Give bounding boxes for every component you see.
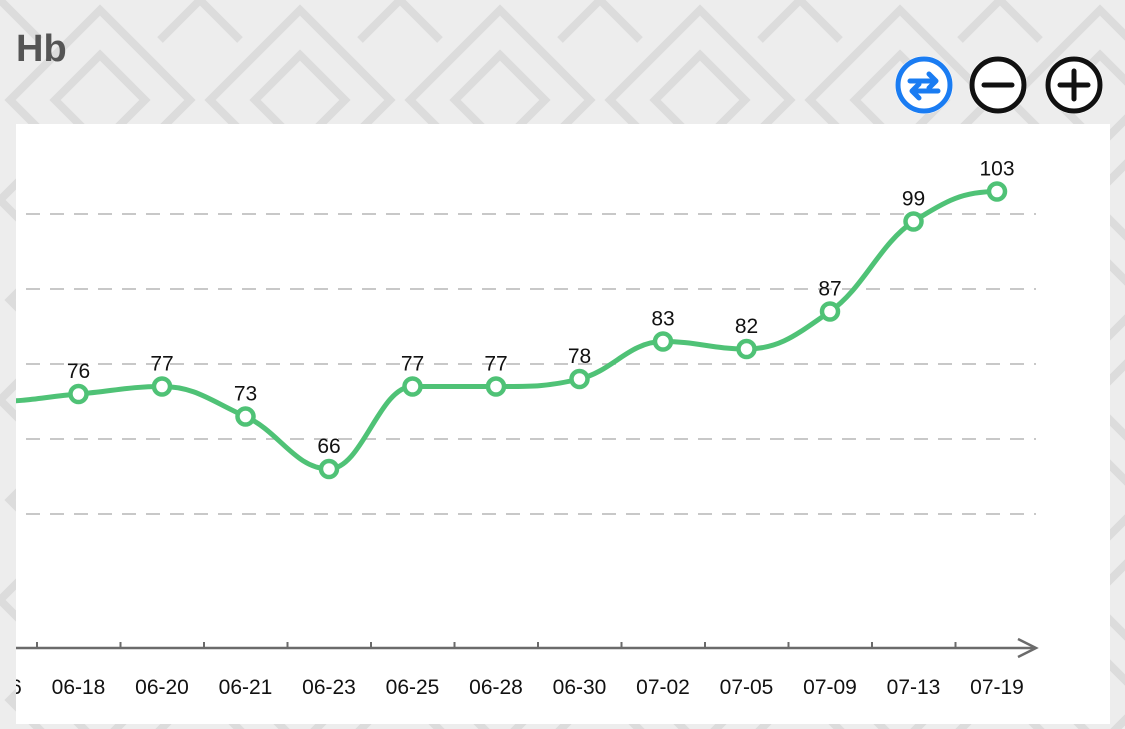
- x-tick-label: 06-18: [52, 676, 106, 699]
- data-point[interactable]: [68, 383, 89, 405]
- x-tick-label: 07-13: [887, 676, 941, 699]
- x-tick-label: 06-23: [302, 676, 356, 699]
- data-point[interactable]: [652, 331, 674, 352]
- data-label: 82: [735, 315, 758, 338]
- data-label: 77: [401, 353, 424, 376]
- x-tick-label: 06-25: [386, 676, 440, 699]
- data-label: 103: [979, 158, 1014, 181]
- data-label: 78: [568, 345, 591, 368]
- data-point[interactable]: [736, 338, 757, 360]
- series-line: [16, 189, 1000, 472]
- swap-arrows-icon: [895, 56, 953, 114]
- x-tick-label: 07-19: [970, 676, 1024, 699]
- x-tick-label: 06-30: [553, 676, 607, 699]
- x-tick-label: 06-28: [469, 676, 523, 699]
- data-point[interactable]: [485, 376, 507, 397]
- data-label: 99: [902, 188, 925, 211]
- data-point[interactable]: [402, 376, 423, 397]
- data-point[interactable]: [986, 181, 1008, 202]
- x-tick-label: 06-20: [135, 676, 189, 699]
- x-axis-arrow: [1017, 637, 1039, 659]
- data-point[interactable]: [903, 211, 924, 232]
- x-tick-label: 06-16: [16, 676, 22, 699]
- x-tick-label: 07-02: [636, 676, 690, 699]
- data-label: 73: [234, 383, 257, 406]
- data-label: 83: [651, 308, 674, 331]
- x-tick-label: 07-05: [720, 676, 774, 699]
- data-point[interactable]: [819, 301, 841, 322]
- swap-button[interactable]: [895, 56, 953, 114]
- chart-title: Hb: [16, 28, 67, 70]
- data-label: 66: [317, 435, 340, 458]
- zoom-out-button[interactable]: [969, 56, 1027, 114]
- data-label: 77: [150, 353, 173, 376]
- data-label: 76: [67, 360, 90, 383]
- data-label: 77: [484, 353, 507, 376]
- zoom-in-button[interactable]: [1045, 56, 1103, 114]
- data-point[interactable]: [235, 406, 256, 427]
- minus-icon: [969, 56, 1027, 114]
- data-point[interactable]: [318, 458, 340, 480]
- x-tick-label: 06-21: [219, 676, 273, 699]
- x-tick-label: 07-09: [803, 676, 857, 699]
- chart-panel: 76 77 73 66 77 77 78 83 82 87 99 103 06-16 06-18 06-2…: [16, 124, 1110, 724]
- plus-icon: [1045, 56, 1103, 114]
- data-label: 87: [818, 278, 841, 301]
- line-chart: 76 77 73 66 77 77 78 83 82 87 99 103 06-16 06-18 06-2…: [16, 158, 1039, 699]
- data-point[interactable]: [151, 376, 173, 397]
- data-point[interactable]: [569, 368, 590, 390]
